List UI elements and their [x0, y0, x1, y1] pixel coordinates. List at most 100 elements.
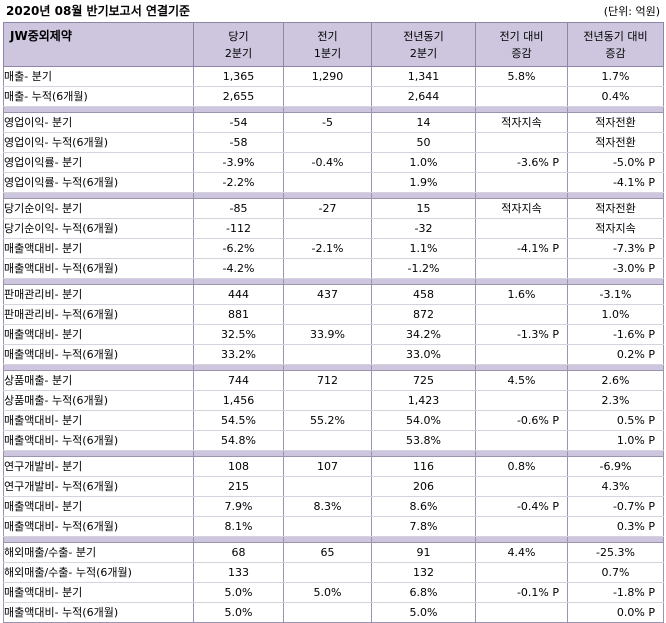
- cell-yoy-change: 적자전환: [567, 112, 664, 133]
- cell-prior-year: 7.8%: [371, 516, 476, 537]
- cell-previous: -27: [283, 198, 372, 219]
- cell-prior-year: 2,644: [371, 86, 476, 107]
- cell-current: 108: [193, 456, 284, 477]
- row-label: 매출액대비- 분기: [3, 496, 194, 517]
- cell-qoq-change: 1.6%: [475, 284, 568, 305]
- cell-previous: [283, 516, 372, 537]
- cell-yoy-change: 2.3%: [567, 390, 664, 411]
- col-header-line: 전년동기 대비: [583, 29, 648, 43]
- col-header-line: 전기: [317, 29, 338, 43]
- cell-previous: [283, 172, 372, 193]
- separator-cell: [283, 278, 372, 285]
- cell-current: 68: [193, 542, 284, 563]
- row-label: 해외매출/수출- 누적(6개월): [3, 562, 194, 583]
- separator-cell: [475, 450, 568, 457]
- cell-prior-year: 1.1%: [371, 238, 476, 259]
- cell-qoq-change: 5.8%: [475, 66, 568, 87]
- table-row: 연구개발비- 분기 108 107 116 0.8% -6.9%: [3, 456, 664, 477]
- cell-previous: -5: [283, 112, 372, 133]
- row-label: 당기순이익- 누적(6개월): [3, 218, 194, 239]
- cell-current: 2,655: [193, 86, 284, 107]
- table-row: 매출액대비- 분기 32.5% 33.9% 34.2% -1.3% P -1.6% P: [3, 324, 664, 345]
- cell-previous: 712: [283, 370, 372, 391]
- table-row: 판매관리비- 누적(6개월) 881 872 1.0%: [3, 304, 664, 325]
- col-header-line: 2분기: [224, 46, 253, 60]
- cell-current: -2.2%: [193, 172, 284, 193]
- cell-qoq-change: [475, 132, 568, 153]
- cell-yoy-change: -1.6% P: [567, 324, 664, 345]
- cell-previous: [283, 86, 372, 107]
- cell-prior-year: 872: [371, 304, 476, 325]
- cell-prior-year: 91: [371, 542, 476, 563]
- cell-current: 5.0%: [193, 582, 284, 603]
- separator-cell: [567, 536, 664, 543]
- cell-yoy-change: -3.0% P: [567, 258, 664, 279]
- cell-previous: [283, 344, 372, 365]
- separator-cell: [475, 536, 568, 543]
- separator-cell: [283, 536, 372, 543]
- cell-previous: [283, 218, 372, 239]
- separator-cell: [567, 278, 664, 285]
- separator-cell: [283, 364, 372, 371]
- separator-cell: [567, 106, 664, 113]
- separator-cell: [371, 364, 476, 371]
- report-header: 2020년 08월 반기보고서 연결기준 (단위: 억원): [0, 0, 666, 22]
- cell-qoq-change: -0.1% P: [475, 582, 568, 603]
- row-label: 매출액대비- 분기: [3, 410, 194, 431]
- cell-qoq-change: -4.1% P: [475, 238, 568, 259]
- cell-yoy-change: 0.4%: [567, 86, 664, 107]
- table-row: 매출액대비- 분기 7.9% 8.3% 8.6% -0.4% P -0.7% P: [3, 496, 664, 517]
- row-label: 매출액대비- 누적(6개월): [3, 258, 194, 279]
- cell-yoy-change: -4.1% P: [567, 172, 664, 193]
- separator-cell: [567, 450, 664, 457]
- cell-qoq-change: [475, 390, 568, 411]
- cell-previous: [283, 258, 372, 279]
- cell-previous: 107: [283, 456, 372, 477]
- cell-yoy-change: 1.0% P: [567, 430, 664, 451]
- cell-yoy-change: 0.3% P: [567, 516, 664, 537]
- table-row: 당기순이익- 누적(6개월) -112 -32 적자지속: [3, 218, 664, 239]
- cell-current: 444: [193, 284, 284, 305]
- separator-cell: [475, 192, 568, 199]
- cell-prior-year: 132: [371, 562, 476, 583]
- cell-yoy-change: 적자전환: [567, 198, 664, 219]
- cell-current: 215: [193, 476, 284, 497]
- cell-previous: [283, 602, 372, 623]
- cell-yoy-change: 0.2% P: [567, 344, 664, 365]
- row-label: 상품매출- 분기: [3, 370, 194, 391]
- table-row: 매출액대비- 누적(6개월) 33.2% 33.0% 0.2% P: [3, 344, 664, 365]
- row-label: 매출액대비- 분기: [3, 238, 194, 259]
- cell-current: 881: [193, 304, 284, 325]
- table-row: 영업이익- 누적(6개월) -58 50 적자전환: [3, 132, 664, 153]
- separator-cell: [193, 450, 284, 457]
- row-label: 매출액대비- 누적(6개월): [3, 430, 194, 451]
- cell-current: -4.2%: [193, 258, 284, 279]
- cell-prior-year: 116: [371, 456, 476, 477]
- cell-qoq-change: [475, 172, 568, 193]
- row-label: 영업이익- 분기: [3, 112, 194, 133]
- col-header-yoy-change: 전년동기 대비 증감: [567, 22, 664, 67]
- cell-current: 7.9%: [193, 496, 284, 517]
- cell-previous: 1,290: [283, 66, 372, 87]
- table-row: 매출액대비- 분기 5.0% 5.0% 6.8% -0.1% P -1.8% P: [3, 582, 664, 603]
- cell-yoy-change: 적자지속: [567, 218, 664, 239]
- cell-prior-year: 458: [371, 284, 476, 305]
- cell-current: 54.5%: [193, 410, 284, 431]
- cell-qoq-change: 0.8%: [475, 456, 568, 477]
- table-row: 영업이익률- 분기 -3.9% -0.4% 1.0% -3.6% P -5.0% P: [3, 152, 664, 173]
- cell-qoq-change: -1.3% P: [475, 324, 568, 345]
- cell-qoq-change: -3.6% P: [475, 152, 568, 173]
- cell-current: 5.0%: [193, 602, 284, 623]
- cell-qoq-change: [475, 516, 568, 537]
- cell-prior-year: -1.2%: [371, 258, 476, 279]
- cell-qoq-change: 4.4%: [475, 542, 568, 563]
- cell-previous: 33.9%: [283, 324, 372, 345]
- cell-current: 8.1%: [193, 516, 284, 537]
- cell-yoy-change: 0.0% P: [567, 602, 664, 623]
- cell-yoy-change: -1.8% P: [567, 582, 664, 603]
- cell-qoq-change: 적자지속: [475, 198, 568, 219]
- col-header-line: 증감: [605, 46, 626, 60]
- cell-prior-year: 50: [371, 132, 476, 153]
- cell-current: 744: [193, 370, 284, 391]
- separator-cell: [475, 278, 568, 285]
